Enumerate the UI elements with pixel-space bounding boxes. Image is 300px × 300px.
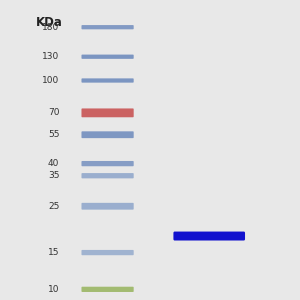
Text: 180: 180 — [42, 23, 59, 32]
Text: 40: 40 — [48, 159, 59, 168]
FancyBboxPatch shape — [82, 25, 134, 29]
Text: 35: 35 — [48, 171, 59, 180]
Text: 70: 70 — [48, 108, 59, 117]
FancyBboxPatch shape — [82, 161, 134, 166]
FancyBboxPatch shape — [82, 108, 134, 117]
Text: 15: 15 — [48, 248, 59, 257]
Text: 100: 100 — [42, 76, 59, 85]
Text: 55: 55 — [48, 130, 59, 139]
FancyBboxPatch shape — [173, 232, 245, 241]
FancyBboxPatch shape — [82, 203, 134, 210]
Text: 130: 130 — [42, 52, 59, 61]
Text: KDa: KDa — [36, 16, 63, 29]
Text: 25: 25 — [48, 202, 59, 211]
FancyBboxPatch shape — [82, 131, 134, 138]
FancyBboxPatch shape — [82, 55, 134, 59]
FancyBboxPatch shape — [82, 250, 134, 255]
FancyBboxPatch shape — [82, 173, 134, 178]
FancyBboxPatch shape — [82, 287, 134, 292]
Text: 10: 10 — [48, 285, 59, 294]
FancyBboxPatch shape — [82, 78, 134, 82]
